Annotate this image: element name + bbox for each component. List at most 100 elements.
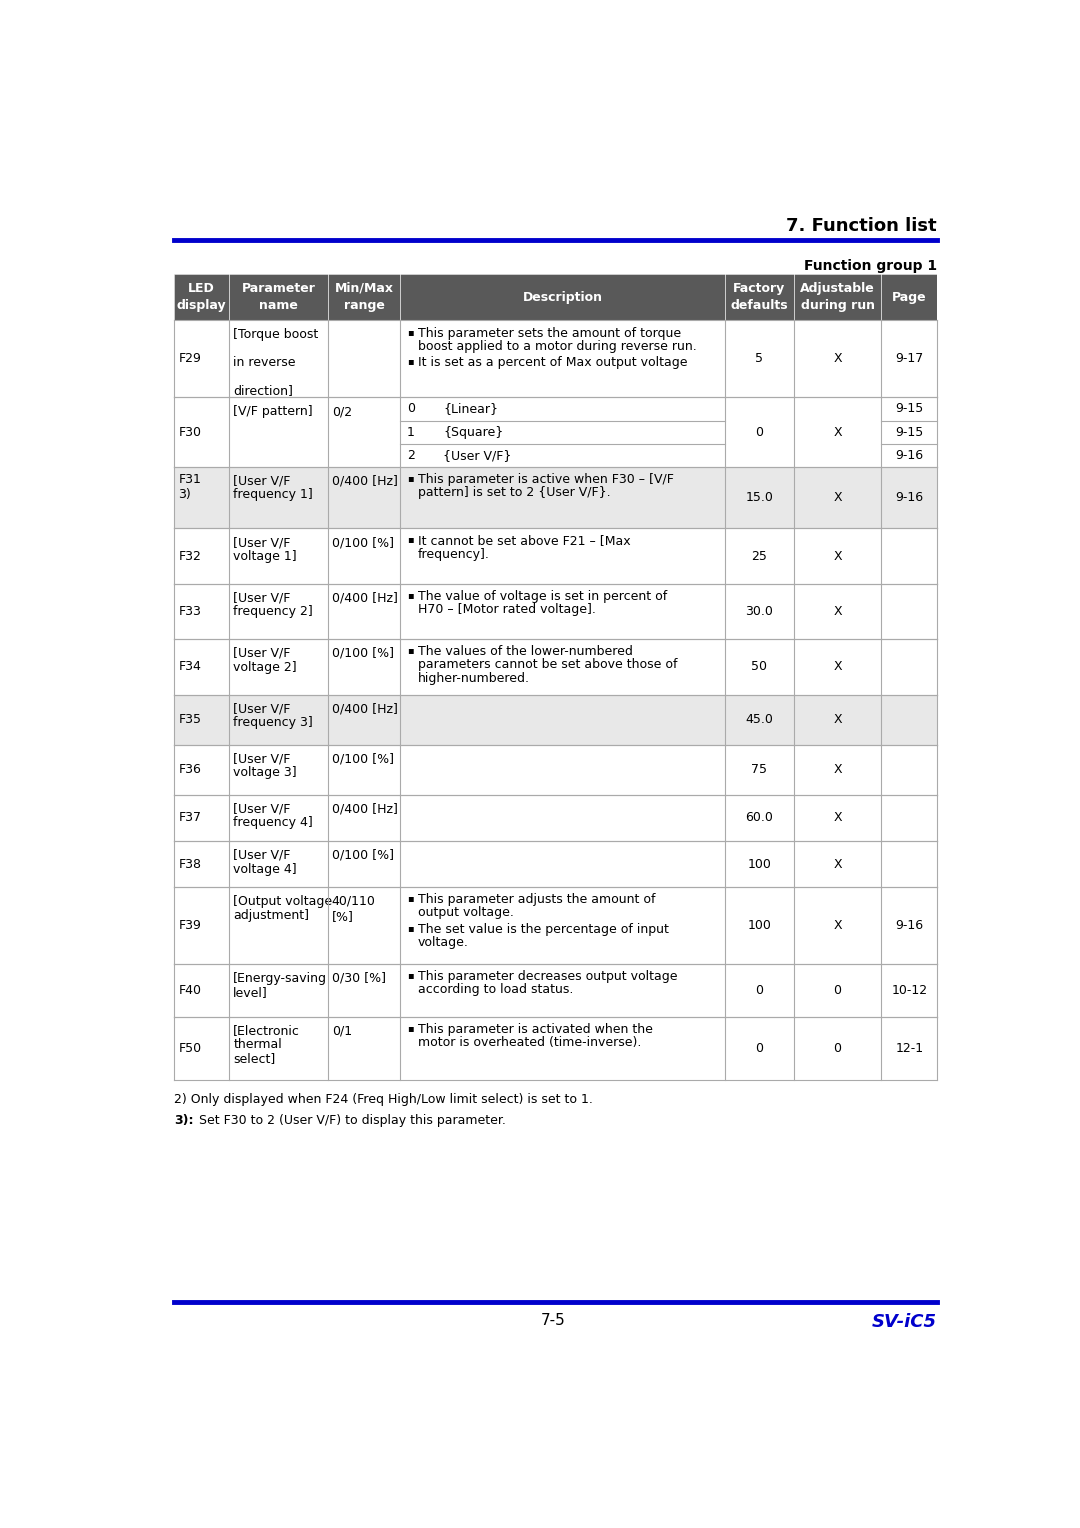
Text: X: X (833, 811, 841, 824)
Text: X: X (833, 762, 841, 776)
Bar (174, 529, 937, 584)
Bar (174, 964, 937, 1016)
Text: boost applied to a motor during reverse run.: boost applied to a motor during reverse … (418, 339, 697, 353)
Text: 5: 5 (755, 353, 764, 365)
Text: The value of voltage is set in percent of: The value of voltage is set in percent o… (418, 590, 666, 604)
Text: 1: 1 (407, 426, 415, 439)
Text: 0/2: 0/2 (332, 405, 352, 419)
Text: 0: 0 (834, 1042, 841, 1054)
Text: 0/400 [Hz]: 0/400 [Hz] (332, 474, 397, 487)
Text: {Square}: {Square} (443, 426, 503, 439)
Text: [User V/F: [User V/F (233, 752, 291, 766)
Text: 0: 0 (755, 1042, 764, 1054)
Text: F34: F34 (178, 660, 201, 674)
Text: 7. Function list: 7. Function list (786, 217, 937, 235)
Text: ▪: ▪ (407, 894, 414, 903)
Text: F40: F40 (178, 984, 201, 996)
Bar (174, 695, 937, 744)
Text: ▪: ▪ (407, 472, 414, 483)
Text: 100: 100 (747, 857, 771, 871)
Text: 100: 100 (747, 920, 771, 932)
Bar (174, 639, 937, 695)
Bar (174, 274, 937, 321)
Text: F36: F36 (178, 762, 201, 776)
Text: 45.0: 45.0 (745, 714, 773, 726)
Text: 0: 0 (755, 426, 764, 439)
Text: X: X (833, 353, 841, 365)
Text: Function group 1: Function group 1 (804, 258, 937, 274)
Text: ▪: ▪ (407, 535, 414, 544)
Text: 9-16: 9-16 (895, 920, 923, 932)
Text: thermal: thermal (233, 1038, 282, 1051)
Bar (174, 1016, 937, 1080)
Text: 0/400 [Hz]: 0/400 [Hz] (332, 703, 397, 715)
Text: F38: F38 (178, 857, 201, 871)
Text: level]: level] (233, 986, 268, 999)
Text: frequency 3]: frequency 3] (233, 717, 313, 729)
Text: X: X (833, 857, 841, 871)
Text: F31: F31 (178, 472, 201, 486)
Text: [User V/F: [User V/F (233, 703, 291, 715)
Text: in reverse: in reverse (233, 356, 296, 368)
Bar (174, 584, 937, 639)
Text: select]: select] (233, 1051, 275, 1065)
Text: 0/100 [%]: 0/100 [%] (332, 848, 394, 862)
Text: Factory: Factory (733, 283, 785, 295)
Text: adjustment]: adjustment] (233, 909, 309, 921)
Text: This parameter is activated when the: This parameter is activated when the (418, 1022, 652, 1036)
Text: frequency].: frequency]. (418, 547, 489, 561)
Text: direction]: direction] (233, 384, 294, 397)
Text: 0: 0 (755, 984, 764, 996)
Text: SV-iC5: SV-iC5 (873, 1313, 937, 1331)
Text: F32: F32 (178, 550, 201, 562)
Text: H70 – [Motor rated voltage].: H70 – [Motor rated voltage]. (418, 604, 595, 616)
Bar (174, 795, 937, 840)
Bar (174, 397, 937, 466)
Text: {User V/F}: {User V/F} (443, 449, 512, 461)
Text: It is set as a percent of Max output voltage: It is set as a percent of Max output vol… (418, 356, 687, 368)
Text: ▪: ▪ (407, 356, 414, 365)
Text: voltage.: voltage. (418, 935, 469, 949)
Text: pattern] is set to 2 {User V/F}.: pattern] is set to 2 {User V/F}. (418, 486, 610, 500)
Text: 2: 2 (407, 449, 415, 461)
Text: Description: Description (523, 290, 603, 304)
Text: This parameter sets the amount of torque: This parameter sets the amount of torque (418, 327, 680, 339)
Text: voltage 3]: voltage 3] (233, 766, 297, 779)
Text: higher-numbered.: higher-numbered. (418, 671, 529, 685)
Text: X: X (833, 605, 841, 617)
Text: 0: 0 (834, 984, 841, 996)
Text: voltage 1]: voltage 1] (233, 550, 297, 562)
Text: 12-1: 12-1 (895, 1042, 923, 1054)
Text: Page: Page (892, 290, 927, 304)
Text: 0/400 [Hz]: 0/400 [Hz] (332, 802, 397, 816)
Text: {Linear}: {Linear} (443, 402, 498, 416)
Text: F37: F37 (178, 811, 201, 824)
Text: parameters cannot be set above those of: parameters cannot be set above those of (418, 659, 677, 671)
Text: F50: F50 (178, 1042, 202, 1054)
Text: This parameter adjusts the amount of: This parameter adjusts the amount of (418, 894, 656, 906)
Text: 50: 50 (752, 660, 767, 674)
Text: frequency 4]: frequency 4] (233, 816, 313, 830)
Text: F30: F30 (178, 426, 201, 439)
Bar (174, 840, 937, 888)
Text: ▪: ▪ (407, 923, 414, 932)
Text: 75: 75 (752, 762, 767, 776)
Text: voltage 4]: voltage 4] (233, 862, 297, 876)
Text: 9-15: 9-15 (895, 402, 923, 416)
Text: [Output voltage: [Output voltage (233, 895, 333, 908)
Text: [Electronic: [Electronic (233, 1024, 300, 1038)
Text: 0/30 [%]: 0/30 [%] (332, 972, 386, 986)
Text: ▪: ▪ (407, 645, 414, 656)
Text: 25: 25 (752, 550, 767, 562)
Text: [User V/F: [User V/F (233, 848, 291, 862)
Text: [User V/F: [User V/F (233, 536, 291, 549)
Text: frequency 1]: frequency 1] (233, 489, 313, 501)
Text: name: name (259, 299, 298, 312)
Text: 40/110
[%]: 40/110 [%] (332, 895, 376, 923)
Text: during run: during run (800, 299, 875, 312)
Text: X: X (833, 550, 841, 562)
Text: 60.0: 60.0 (745, 811, 773, 824)
Text: [User V/F: [User V/F (233, 802, 291, 816)
Text: 0/100 [%]: 0/100 [%] (332, 646, 394, 660)
Text: 2) Only displayed when F24 (Freq High/Low limit select) is set to 1.: 2) Only displayed when F24 (Freq High/Lo… (174, 1094, 593, 1106)
